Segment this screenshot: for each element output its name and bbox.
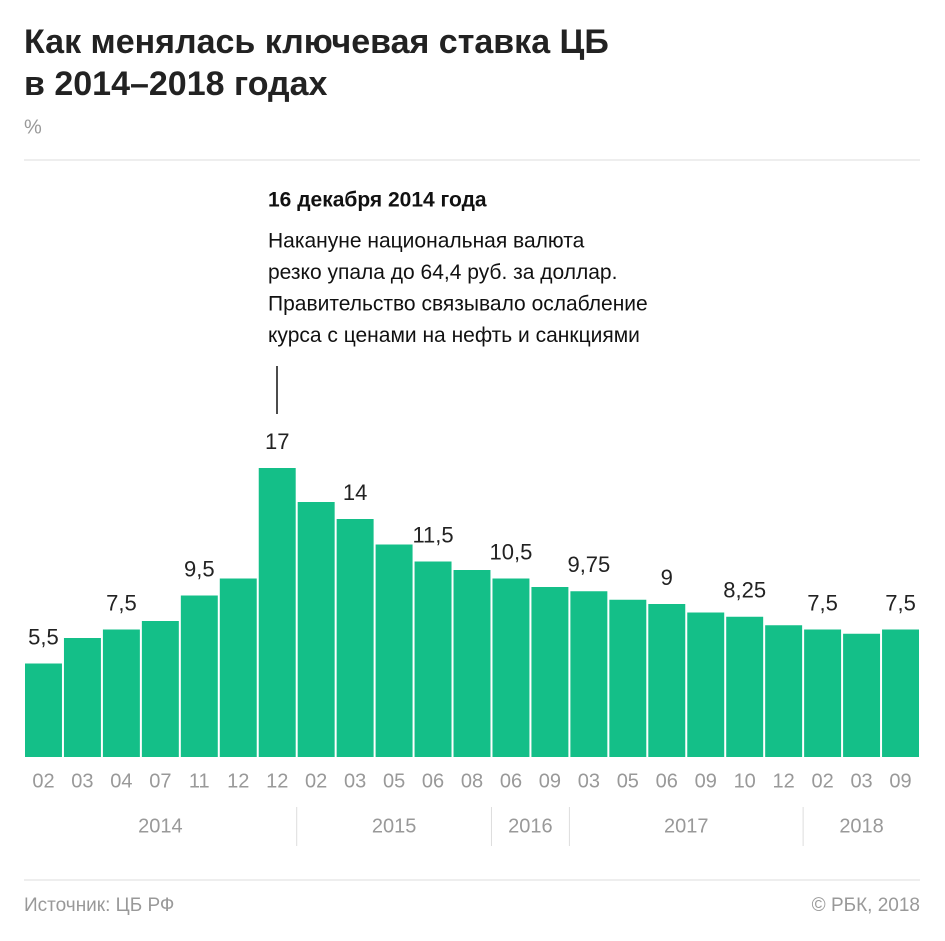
x-tick-label: 02: [811, 770, 833, 792]
x-tick-label: 09: [889, 770, 911, 792]
value-label: 14: [343, 480, 367, 505]
bar: [648, 604, 686, 757]
bar: [843, 633, 881, 757]
x-tick-label: 03: [850, 770, 872, 792]
x-tick-label: 09: [695, 770, 717, 792]
x-tick-label: 12: [773, 770, 795, 792]
annotation-line: курса с ценами на нефть и санкциями: [268, 324, 640, 347]
x-tick-label: 09: [539, 770, 561, 792]
bar: [726, 616, 764, 757]
source: Источник: ЦБ РФ: [24, 895, 174, 916]
bar: [63, 638, 101, 757]
bar: [804, 629, 842, 757]
value-label: 17: [265, 429, 289, 454]
value-label: 9,75: [567, 552, 610, 577]
bar: [375, 544, 413, 757]
bar: [609, 599, 647, 757]
bar: [414, 561, 452, 757]
value-label: 9: [661, 565, 673, 590]
value-label: 7,5: [885, 590, 916, 615]
year-label: 2015: [372, 815, 417, 837]
unit-label: %: [24, 116, 42, 138]
x-tick-label: 03: [71, 770, 93, 792]
year-label: 2014: [138, 815, 183, 837]
value-label: 11,5: [412, 522, 453, 547]
bar: [336, 519, 374, 757]
chart-title: в 2014–2018 годах: [24, 65, 328, 103]
x-tick-label: 06: [422, 770, 444, 792]
bar: [453, 570, 491, 757]
annotation-line: Накануне национальная валюта: [268, 230, 585, 253]
bar: [570, 591, 608, 757]
x-tick-label: 06: [500, 770, 522, 792]
value-label: 7,5: [106, 590, 137, 615]
chart-title: Как менялась ключевая ставка ЦБ: [24, 23, 609, 61]
x-tick-label: 03: [578, 770, 600, 792]
year-label: 2016: [508, 815, 553, 837]
year-label: 2017: [664, 815, 709, 837]
x-tick-label: 02: [305, 770, 327, 792]
annotation: Накануне национальная валюта резко упала …: [268, 230, 648, 348]
bar: [258, 468, 296, 757]
x-tick-label: 07: [149, 770, 171, 792]
bar: [492, 578, 530, 757]
credit: © РБК, 2018: [812, 895, 920, 916]
bar: [297, 502, 335, 757]
value-label: 8,25: [723, 578, 766, 603]
x-tick-label: 05: [617, 770, 639, 792]
year-label: 2018: [839, 815, 884, 837]
bar: [531, 587, 569, 757]
x-tick-label: 02: [32, 770, 54, 792]
value-label: 5,5: [28, 624, 59, 649]
x-tick-label: 12: [266, 770, 288, 792]
plot: 5,5 02 03 7,5 04 07 9,5 11 12 17 12 02 14 03 05 11,5 06 0…: [25, 429, 919, 846]
value-label: 7,5: [807, 590, 838, 615]
bar: [765, 625, 803, 757]
bar: [687, 612, 725, 757]
value-label: 10,5: [490, 539, 533, 564]
annotation-line: резко упала до 64,4 руб. за доллар.: [268, 261, 617, 284]
annotation-line: Правительство связывало ослабление: [268, 293, 648, 316]
bar: [25, 663, 62, 757]
x-tick-label: 04: [110, 770, 132, 792]
bar: [219, 578, 257, 757]
bar: [882, 629, 919, 757]
bar: [180, 595, 218, 757]
x-tick-label: 10: [734, 770, 756, 792]
value-label: 9,5: [184, 556, 215, 581]
x-tick-label: 06: [656, 770, 678, 792]
x-tick-label: 12: [227, 770, 249, 792]
x-tick-label: 11: [189, 770, 210, 792]
bar: [102, 629, 140, 757]
x-tick-label: 05: [383, 770, 405, 792]
x-tick-label: 03: [344, 770, 366, 792]
x-tick-label: 08: [461, 770, 483, 792]
annotation-title: 16 декабря 2014 года: [268, 189, 487, 212]
bar: [141, 621, 179, 757]
